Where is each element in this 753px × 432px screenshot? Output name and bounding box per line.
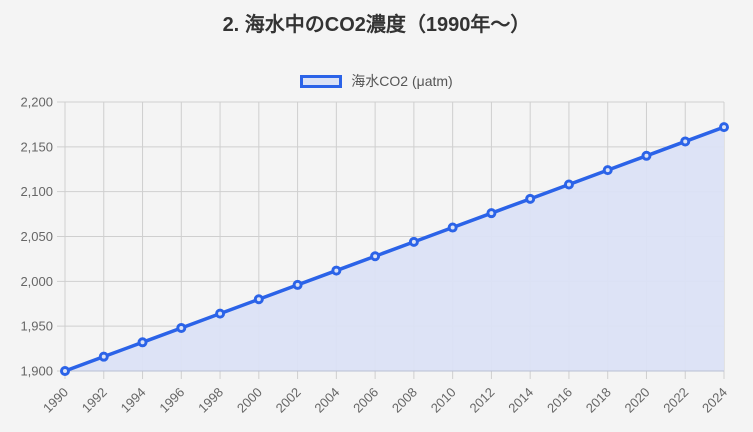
x-tick-label: 2024	[699, 385, 730, 416]
y-tick-label: 2,050	[20, 229, 53, 244]
data-point[interactable]	[563, 179, 574, 190]
y-tick-label: 1,900	[20, 364, 53, 379]
data-point[interactable]	[98, 351, 109, 362]
data-point[interactable]	[176, 322, 187, 333]
x-tick-label: 2004	[311, 385, 342, 416]
data-point[interactable]	[680, 136, 691, 147]
chart-title: 2. 海水中のCO2濃度（1990年〜）	[222, 14, 531, 36]
x-tick-label: 2022	[660, 385, 691, 416]
data-point[interactable]	[486, 208, 497, 219]
y-tick-label: 2,200	[20, 95, 53, 110]
legend-swatch	[300, 74, 343, 88]
data-point[interactable]	[602, 165, 613, 176]
x-tick-label: 1994	[118, 385, 149, 416]
x-tick-label: 2002	[273, 385, 304, 416]
legend[interactable]: 海水CO2 (μatm)	[0, 71, 753, 91]
data-point[interactable]	[137, 337, 148, 348]
x-tick-label: 2000	[234, 385, 265, 416]
data-point[interactable]	[641, 150, 652, 161]
data-point[interactable]	[408, 236, 419, 247]
y-tick-label: 2,100	[20, 184, 53, 199]
legend-label: 海水CO2 (μatm)	[351, 73, 453, 89]
x-tick-label: 1992	[79, 385, 110, 416]
data-point[interactable]	[447, 222, 458, 233]
x-tick-label: 1990	[40, 385, 71, 416]
y-tick-label: 1,950	[20, 319, 53, 334]
x-tick-label: 2020	[622, 385, 653, 416]
x-tick-label: 1996	[156, 385, 187, 416]
y-tick-label: 2,150	[20, 139, 53, 154]
x-tick-label: 2008	[389, 385, 420, 416]
data-point[interactable]	[292, 279, 303, 290]
data-point[interactable]	[215, 308, 226, 319]
data-line	[64, 125, 725, 373]
data-point[interactable]	[525, 193, 536, 204]
data-point[interactable]	[331, 265, 342, 276]
y-tick-label: 2,000	[20, 274, 53, 289]
data-point[interactable]	[370, 251, 381, 262]
data-point[interactable]	[253, 294, 264, 305]
x-tick-label: 2016	[544, 385, 575, 416]
x-tick-label: 2006	[350, 385, 381, 416]
data-point[interactable]	[719, 122, 729, 133]
x-tick-label: 2012	[466, 385, 497, 416]
x-tick-label: 1998	[195, 385, 226, 416]
x-tick-label: 2014	[505, 385, 536, 416]
data-point[interactable]	[60, 366, 70, 376]
x-tick-label: 2018	[583, 385, 614, 416]
x-tick-label: 2010	[428, 385, 459, 416]
